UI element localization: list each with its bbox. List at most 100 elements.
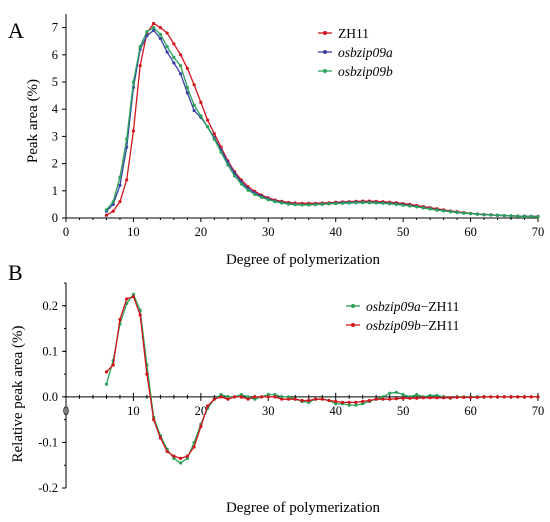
data-point [104,213,109,217]
data-point [435,396,439,400]
data-point [320,202,324,206]
data-point [307,203,311,207]
data-point [232,174,237,178]
data-point [246,397,250,401]
data-point [334,402,338,406]
data-point [415,396,419,400]
data-point [266,393,270,397]
x-tick-label: 0 [63,225,69,239]
data-point [138,64,142,68]
data-point [394,397,398,401]
data-point [131,295,136,299]
legend-label: ZH11 [338,26,369,41]
y-tick-label: 0.1 [42,344,58,358]
data-point [415,393,419,397]
x-tick-label: 70 [532,404,545,418]
data-point [253,395,257,399]
data-point [374,397,378,401]
data-point [104,208,109,212]
data-point [125,178,129,182]
data-point [334,201,338,206]
x-tick-label: 60 [464,404,477,418]
x-tick-label: 30 [262,404,275,418]
data-point [293,203,297,207]
y-tick-label: 0.2 [42,299,58,313]
data-point [394,202,398,206]
data-point [104,370,109,374]
x-tick-label: 50 [397,404,410,418]
data-point [536,395,540,399]
data-point [226,395,230,399]
data-point [388,397,392,401]
data-point [212,397,216,401]
data-point [381,395,385,399]
data-point [158,436,162,440]
legend-marker [323,69,327,73]
data-point [179,72,183,76]
panel-a-xlabel: Degree of polymerization [226,252,381,268]
data-point [179,53,183,57]
data-point [529,395,533,399]
data-point [111,200,115,204]
data-point [293,397,297,401]
panel-b-letter: B [8,260,23,285]
data-point [442,209,446,213]
data-point [172,55,176,60]
data-point [226,163,230,167]
data-point [138,45,142,49]
data-point [259,195,264,199]
data-point [502,213,506,218]
data-point [300,203,304,207]
legend-label: osbzip09a−ZH11 [366,299,459,314]
data-point [347,400,351,404]
legend-label: osbzip09b−ZH11 [366,318,459,333]
data-point [516,214,520,218]
data-point [253,397,257,401]
y-tick-label: 6 [52,48,58,62]
data-point [152,418,156,422]
data-point [199,100,203,104]
data-point [253,192,257,196]
data-point [172,454,176,458]
data-point [239,395,243,399]
data-point [111,209,115,213]
y-tick-label: 2 [52,157,58,171]
data-point [131,292,136,296]
data-point [286,397,291,401]
x-tick-label: 10 [127,404,140,418]
data-point [206,404,210,408]
data-point [462,211,466,215]
panel-b-xlabel: Degree of polymerization [226,500,381,516]
data-point [468,212,473,216]
data-point [206,125,210,129]
legend-label: osbzip09b [338,64,393,79]
data-point [219,393,223,397]
data-point [354,201,358,205]
data-point [158,26,162,30]
data-point [192,108,196,113]
data-point [165,31,169,35]
data-point [340,400,345,404]
data-point [158,32,162,37]
data-point [475,212,479,216]
data-point [482,213,486,217]
data-point [475,395,479,399]
data-point [347,201,351,205]
x-tick-label: 50 [397,225,410,239]
data-point [219,395,223,399]
data-point [219,150,223,154]
data-point [347,403,351,407]
data-point [415,205,419,209]
data-point [462,395,466,399]
data-point [239,393,243,397]
series-line-osbzip09b [105,293,538,464]
data-point [104,382,109,386]
data-point [381,397,385,401]
data-point [495,213,500,217]
data-point [388,391,392,395]
data-point [401,203,405,207]
y-tick-label: 1 [52,184,58,198]
data-point [340,201,345,205]
panel-b-plot: -0.2 -0.1 0.0 0.1 0.2 0 10 20 30 40 50 60 70 osbzip09… [38,282,545,495]
panel-a-ylabel: Peak area (%) [25,79,41,163]
